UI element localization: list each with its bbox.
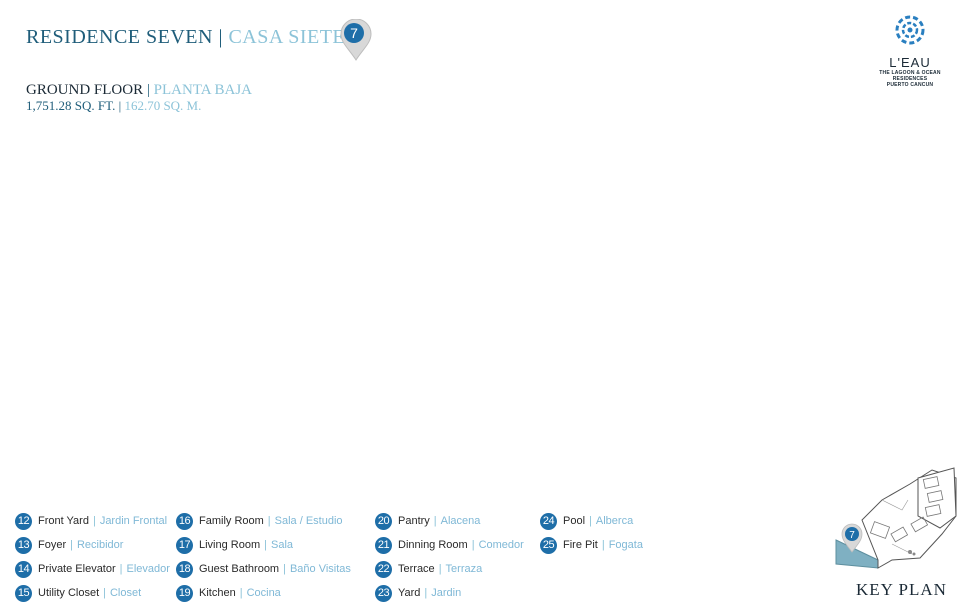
room-name-english: Foyer <box>38 539 67 551</box>
room-name-spanish: Comedor <box>478 539 524 551</box>
room-number-badge: 12 <box>15 512 32 530</box>
legend-item: 24 Pool | Alberca <box>540 509 643 533</box>
room-number-badge: 25 <box>540 536 557 554</box>
room-number-badge: 23 <box>375 584 392 602</box>
legend-item: 14 Private Elevator | Elevador <box>15 557 170 581</box>
legend-item: 21 Dinning Room | Comedor <box>375 533 524 557</box>
room-separator: | <box>424 587 428 599</box>
legend-item: 20 Pantry | Alacena <box>375 509 524 533</box>
room-name-english: Dinning Room <box>398 539 468 551</box>
room-name-english: Pool <box>563 515 586 527</box>
area-sqm: 162.70 SQ. M. <box>124 98 202 113</box>
room-number-badge: 21 <box>375 536 392 554</box>
room-name-spanish: Terraza <box>445 563 483 575</box>
room-name-spanish: Sala <box>271 539 294 551</box>
room-separator: | <box>103 587 106 599</box>
title-separator: | <box>218 26 223 48</box>
floor-name-spanish: PLANTA BAJA <box>153 82 253 98</box>
room-number-badge: 18 <box>176 560 193 578</box>
room-separator: | <box>601 539 605 551</box>
area-separator: | <box>118 98 122 113</box>
title-spanish: CASA SIETE <box>228 26 346 48</box>
room-name-spanish: Baño Visitas <box>289 563 351 575</box>
room-separator: | <box>433 515 437 527</box>
room-name-english: Fire Pit <box>563 539 598 551</box>
room-name-spanish: Jardin <box>431 587 462 599</box>
key-plan-map: 7 <box>832 464 960 576</box>
floor-name-english: GROUND FLOOR <box>26 82 144 98</box>
room-separator: | <box>239 587 243 599</box>
title-english: RESIDENCE SEVEN <box>26 26 213 48</box>
logo-location: PUERTO CANCUN <box>886 82 934 88</box>
room-separator: | <box>264 539 267 551</box>
room-name-english: Private Elevator <box>38 563 116 575</box>
floor-separator: | <box>146 82 150 98</box>
room-number-badge: 19 <box>176 584 193 602</box>
legend-item: 12 Front Yard | Jardin Frontal <box>15 509 170 533</box>
room-number-badge: 17 <box>176 536 193 554</box>
room-name-spanish: Jardin Frontal <box>99 515 168 527</box>
room-number-badge: 15 <box>15 584 32 602</box>
logo-name: L'EAU <box>889 55 931 70</box>
room-separator: | <box>471 539 475 551</box>
legend-item: 23 Yard | Jardin <box>375 581 524 605</box>
legend-column-1: 12 Front Yard | Jardin Frontal 13 Foyer … <box>15 509 170 605</box>
room-name-english: Utility Closet <box>38 587 100 599</box>
room-name-spanish: Alacena <box>440 515 481 527</box>
room-separator: | <box>92 515 96 527</box>
room-number-badge: 13 <box>15 536 32 554</box>
legend-item: 19 Kitchen | Cocina <box>176 581 351 605</box>
room-number-badge: 22 <box>375 560 392 578</box>
room-name-english: Front Yard <box>38 515 89 527</box>
room-name-english: Kitchen <box>199 587 236 599</box>
floor-name: GROUND FLOOR | PLANTA BAJA <box>26 82 252 99</box>
room-name-spanish: Recibidor <box>76 539 124 551</box>
legend-column-3: 20 Pantry | Alacena 21 Dinning Room | Co… <box>375 509 524 605</box>
room-name-spanish: Cocina <box>246 587 281 599</box>
room-separator: | <box>119 563 123 575</box>
room-name-english: Guest Bathroom <box>199 563 280 575</box>
room-name-spanish: Alberca <box>595 515 634 527</box>
wave-emblem-icon <box>895 15 925 45</box>
legend-item: 16 Family Room | Sala / Estudio <box>176 509 351 533</box>
room-number-badge: 20 <box>375 512 392 530</box>
room-name-spanish: Sala / Estudio <box>274 515 343 527</box>
legend-item: 25 Fire Pit | Fogata <box>540 533 643 557</box>
room-separator: | <box>267 515 271 527</box>
room-name-english: Terrace <box>398 563 435 575</box>
room-separator: | <box>589 515 592 527</box>
key-plan-pin-number: 7 <box>849 530 855 541</box>
legend-item: 17 Living Room | Sala <box>176 533 351 557</box>
room-separator: | <box>70 539 73 551</box>
room-name-english: Yard <box>398 587 421 599</box>
key-plan-label: KEY PLAN <box>856 580 947 599</box>
brand-logo: L'EAU THE LAGOON & OCEAN RESIDENCES PUER… <box>864 12 956 88</box>
room-number-badge: 16 <box>176 512 193 530</box>
area-sqft: 1,751.28 SQ. FT. <box>26 98 116 113</box>
room-separator: | <box>283 563 286 575</box>
legend-item: 22 Terrace | Terraza <box>375 557 524 581</box>
location-pin-icon: 7 <box>339 18 373 61</box>
legend-item: 15 Utility Closet | Closet <box>15 581 170 605</box>
legend-column-2: 16 Family Room | Sala / Estudio 17 Livin… <box>176 509 351 605</box>
room-number-badge: 24 <box>540 512 557 530</box>
room-separator: | <box>438 563 442 575</box>
room-name-english: Family Room <box>199 515 264 527</box>
room-name-spanish: Fogata <box>608 539 643 551</box>
room-name-english: Pantry <box>398 515 430 527</box>
legend-column-4: 24 Pool | Alberca 25 Fire Pit | Fogata <box>540 509 643 557</box>
page-title: RESIDENCE SEVEN | CASA SIETE <box>26 26 345 49</box>
room-name-spanish: Closet <box>109 587 142 599</box>
legend-item: 13 Foyer | Recibidor <box>15 533 170 557</box>
room-name-english: Living Room <box>199 539 261 551</box>
legend-item: 18 Guest Bathroom | Baño Visitas <box>176 557 351 581</box>
room-number-badge: 14 <box>15 560 32 578</box>
logo-tagline: THE LAGOON & OCEAN RESIDENCES <box>879 70 941 82</box>
floor-area: 1,751.28 SQ. FT. | 162.70 SQ. M. <box>26 98 201 114</box>
pin-number: 7 <box>350 25 358 41</box>
room-name-spanish: Elevador <box>126 563 170 575</box>
